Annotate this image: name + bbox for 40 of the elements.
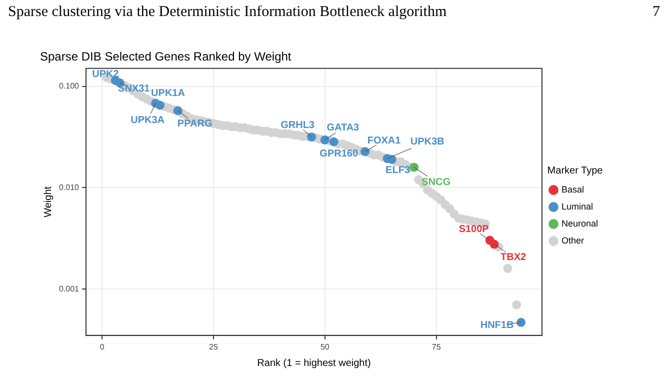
- annotation: SNCG: [422, 177, 451, 188]
- x-tick-label: 75: [432, 342, 442, 352]
- point: [320, 135, 330, 144]
- annotation: PPARG: [177, 118, 212, 130]
- y-tick-label: 0.010: [58, 182, 80, 192]
- annotation: ELF3: [386, 165, 410, 176]
- x-tick-label: 50: [320, 342, 330, 352]
- annotation: S100P: [458, 224, 490, 236]
- annotation: UPK3B: [410, 136, 444, 148]
- y-tick-label: 0.100: [58, 81, 80, 90]
- x-axis-title: Rank (1 = highest weight): [257, 358, 371, 369]
- point: [516, 318, 526, 327]
- annotation: FOXA1: [367, 135, 402, 146]
- annotation: UPK3A: [130, 115, 165, 126]
- legend-label: Luminal: [561, 201, 594, 212]
- point: [307, 132, 316, 142]
- legend-label: Basal: [561, 184, 584, 194]
- text: 7: [652, 4, 660, 21]
- y-tick-label: 0.001: [58, 284, 80, 294]
- chart-title: Sparse DIB Selected Genes Ranked by Weight: [40, 50, 292, 64]
- annotation: UPK1A: [151, 88, 185, 99]
- x-tick-label: 0: [100, 342, 105, 352]
- annotation: GATA3: [326, 122, 360, 134]
- legend-label: Neuronal: [561, 218, 598, 228]
- point: [360, 147, 370, 156]
- point: [490, 240, 499, 249]
- annotation: HNF1B: [480, 320, 514, 332]
- legend-title: Marker Type: [547, 165, 604, 176]
- point: [156, 100, 165, 110]
- annotation: GRHL3: [280, 120, 315, 131]
- point: [410, 162, 419, 172]
- point: [329, 137, 338, 146]
- y-axis-title: Weight: [42, 186, 54, 218]
- point: [173, 106, 182, 116]
- annotation: TBX2: [500, 252, 527, 264]
- annotation: UPK2: [92, 69, 120, 80]
- text: Sparse clustering via the Deterministic Information Bottleneck algorithm: [8, 4, 447, 21]
- x-tick-label: 25: [209, 342, 218, 352]
- annotation: GPR160: [320, 148, 358, 160]
- legend-label: Other: [561, 235, 584, 246]
